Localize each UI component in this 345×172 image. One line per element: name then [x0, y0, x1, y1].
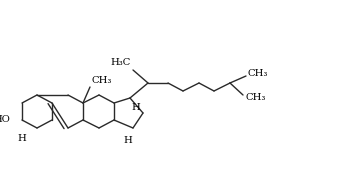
- Text: H: H: [131, 104, 140, 112]
- Text: HO: HO: [0, 116, 10, 125]
- Text: CH₃: CH₃: [248, 68, 268, 78]
- Text: CH₃: CH₃: [246, 93, 266, 101]
- Text: H: H: [124, 136, 132, 145]
- Text: H₃C: H₃C: [111, 58, 131, 67]
- Text: H: H: [18, 134, 26, 143]
- Text: CH₃: CH₃: [92, 76, 112, 85]
